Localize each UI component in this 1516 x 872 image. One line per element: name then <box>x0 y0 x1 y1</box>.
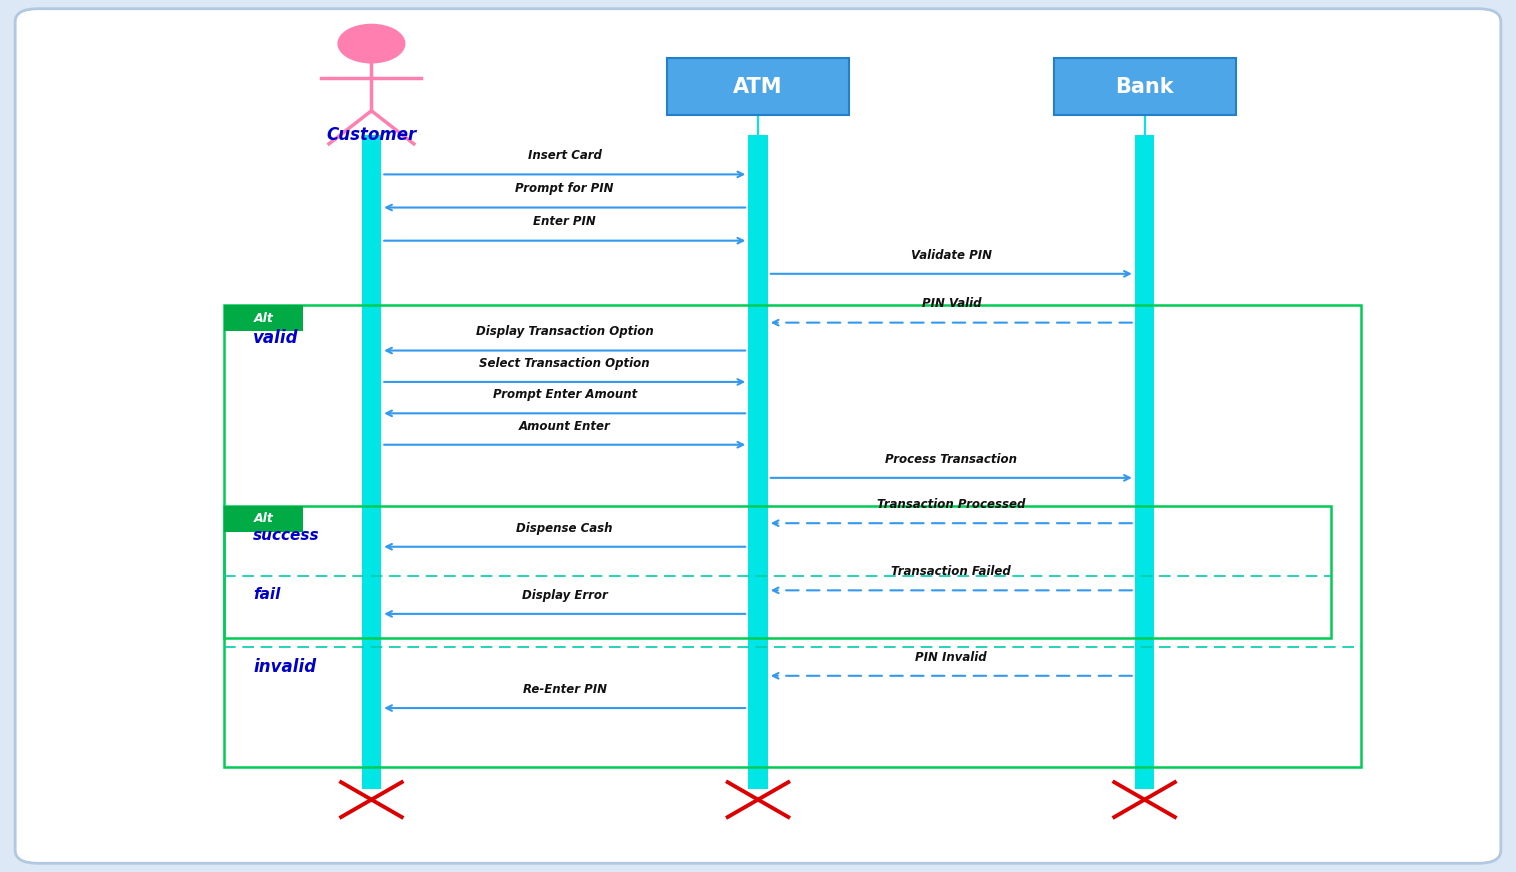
Text: Customer: Customer <box>326 126 417 145</box>
Text: invalid: invalid <box>253 658 317 676</box>
Text: Dispense Cash: Dispense Cash <box>517 521 612 535</box>
Text: Transaction Failed: Transaction Failed <box>891 565 1011 578</box>
FancyBboxPatch shape <box>667 58 849 115</box>
Text: Alt: Alt <box>253 513 274 525</box>
FancyBboxPatch shape <box>1054 58 1236 115</box>
Text: valid: valid <box>253 330 299 347</box>
Bar <box>747 135 767 789</box>
Text: Transaction Processed: Transaction Processed <box>878 498 1025 511</box>
Circle shape <box>338 24 405 63</box>
Text: Validate PIN: Validate PIN <box>911 249 991 262</box>
Polygon shape <box>224 506 303 532</box>
Text: Amount Enter: Amount Enter <box>518 419 611 433</box>
Text: fail: fail <box>253 587 280 603</box>
Bar <box>224 506 1331 638</box>
Text: Prompt for PIN: Prompt for PIN <box>515 182 614 195</box>
Text: Process Transaction: Process Transaction <box>885 453 1017 466</box>
Bar <box>224 305 1361 767</box>
Text: Re-Enter PIN: Re-Enter PIN <box>523 683 606 696</box>
Text: Prompt Enter Amount: Prompt Enter Amount <box>493 388 637 401</box>
Text: Enter PIN: Enter PIN <box>534 215 596 228</box>
Text: Display Transaction Option: Display Transaction Option <box>476 325 653 338</box>
Text: Display Error: Display Error <box>522 589 608 602</box>
FancyBboxPatch shape <box>15 9 1501 863</box>
Text: PIN Invalid: PIN Invalid <box>916 651 987 664</box>
Text: Bank: Bank <box>1116 77 1173 97</box>
Text: success: success <box>253 528 320 543</box>
Text: Select Transaction Option: Select Transaction Option <box>479 357 650 370</box>
Bar <box>361 135 382 789</box>
Text: ATM: ATM <box>734 77 782 97</box>
Bar <box>1134 135 1155 789</box>
Text: PIN Valid: PIN Valid <box>922 297 981 310</box>
Polygon shape <box>224 305 303 331</box>
Text: Insert Card: Insert Card <box>528 149 602 162</box>
Text: Alt: Alt <box>253 312 274 324</box>
